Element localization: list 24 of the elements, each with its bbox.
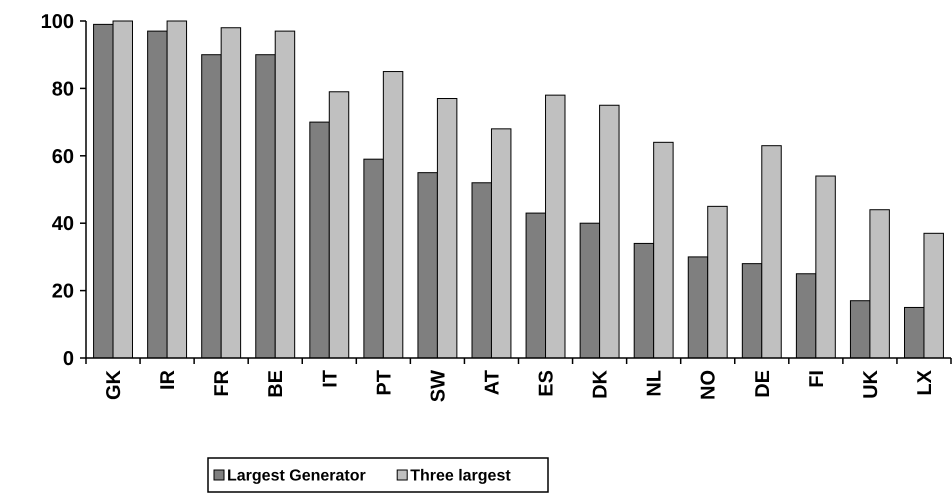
legend-label: Largest Generator: [227, 468, 366, 485]
x-tick-label: NO: [698, 370, 720, 400]
y-tick-label: 60: [52, 146, 74, 168]
y-tick-label: 100: [40, 11, 74, 33]
y-tick-label: 40: [52, 213, 74, 236]
x-tick-label: ES: [536, 370, 558, 397]
legend-label: Three largest: [410, 468, 512, 485]
x-tick-label: DK: [590, 369, 612, 399]
x-tick-label: UK: [860, 369, 882, 399]
x-tick-label: DE: [752, 370, 774, 398]
x-tick-label: FR: [211, 369, 234, 397]
x-tick-label: PT: [373, 370, 396, 396]
y-tick-label: 20: [52, 280, 74, 303]
y-tick-label: 80: [52, 78, 74, 100]
x-tick-label: IR: [157, 369, 180, 390]
x-tick-label: SW: [427, 370, 450, 402]
x-tick-label: GK: [103, 369, 126, 400]
x-tick-label: AT: [481, 370, 504, 396]
x-tick-label: BE: [265, 370, 288, 398]
x-tick-label: IT: [319, 370, 342, 388]
x-tick-label: FI: [806, 370, 828, 388]
x-tick-label: LX: [914, 369, 936, 396]
x-tick-label: NL: [644, 370, 666, 397]
y-tick-label: 0: [62, 348, 74, 370]
